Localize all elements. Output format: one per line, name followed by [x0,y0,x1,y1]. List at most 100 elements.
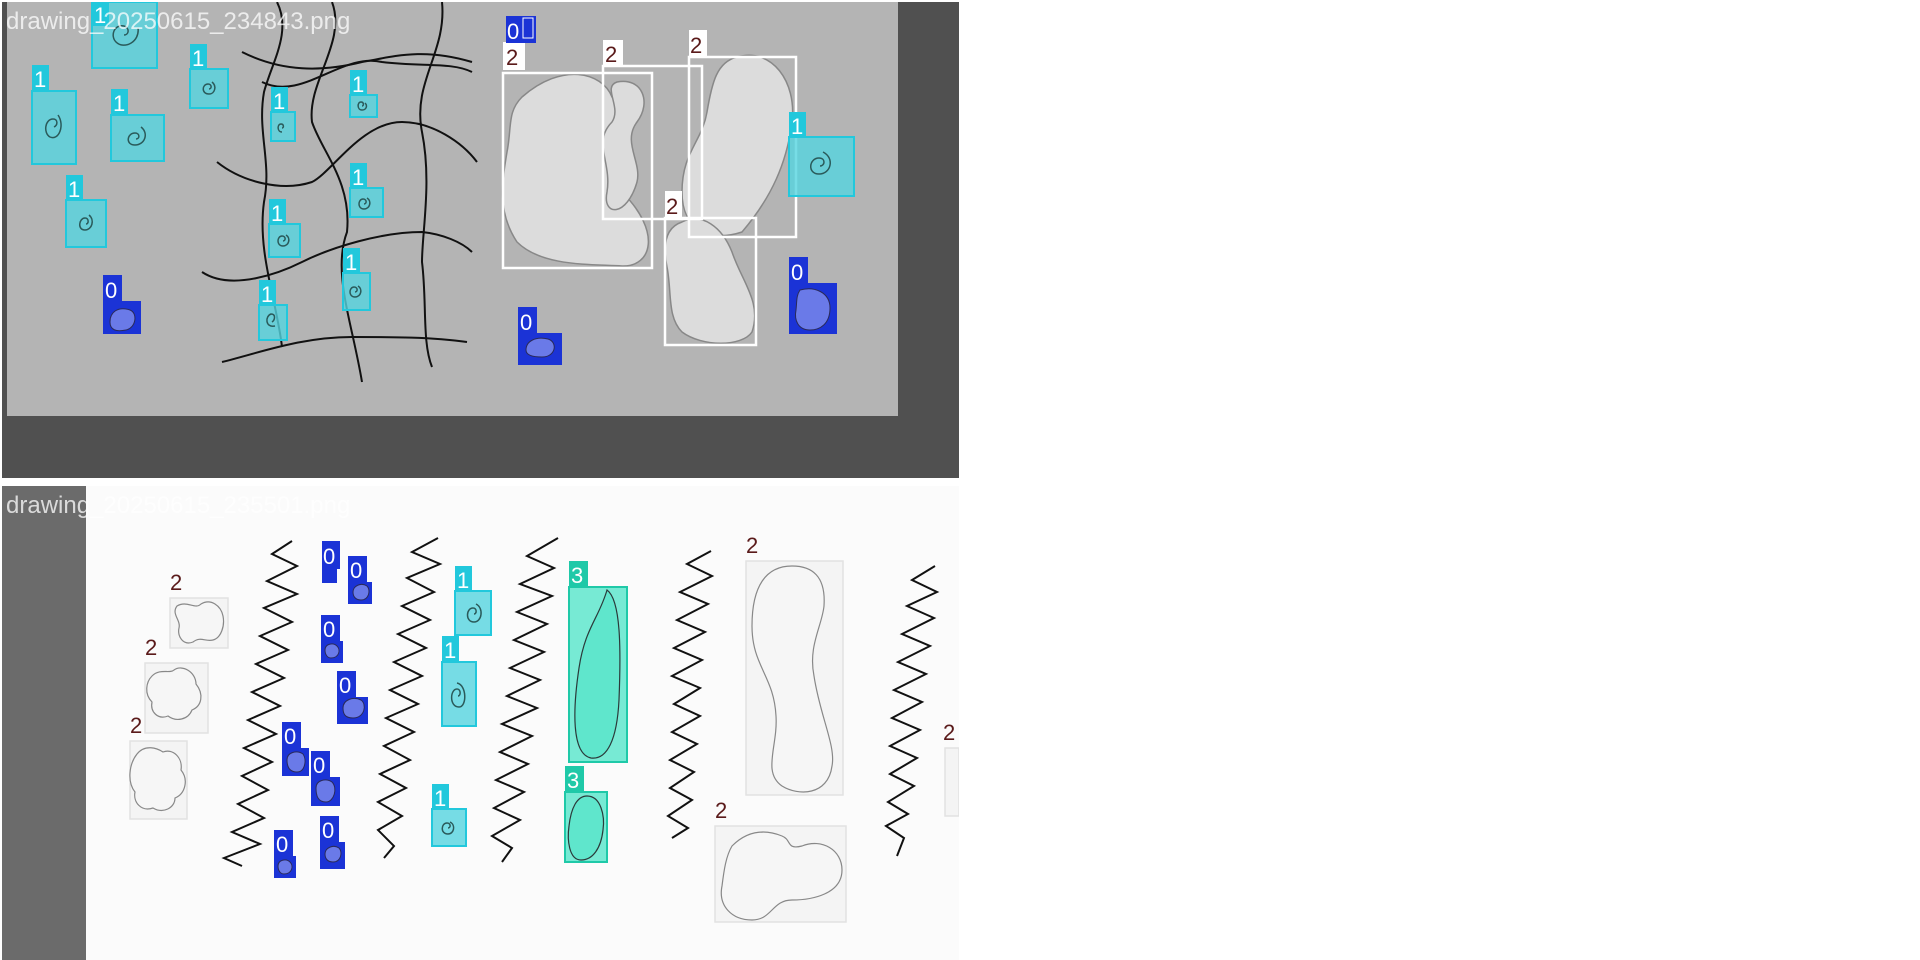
detection: 1 [431,784,467,847]
svg-text:2: 2 [145,635,157,660]
detections-overlay-1: 2 2 2 2 1 1 1 1 1 1 1 1 1 1 1 1 [31,2,855,383]
pen-stroke [490,537,559,863]
svg-text:2: 2 [130,713,142,738]
detection: 2 [943,720,959,817]
detection: 1 [349,163,384,218]
svg-text:1: 1 [345,250,357,275]
detection: 1 [258,280,288,341]
detection: 2 [714,798,847,923]
detection: 1 [441,636,477,727]
detection: 1 [110,89,165,162]
label-tag [603,40,623,66]
class-1-detections: 1 1 1 1 1 1 1 1 1 1 1 1 [31,2,855,341]
class-label: 2 [666,194,678,219]
bbox-class-2 [601,64,704,221]
panel-divider [2,478,959,486]
svg-text:0: 0 [323,544,335,569]
svg-text:0: 0 [284,724,296,749]
svg-text:0: 0 [276,832,288,857]
svg-text:1: 1 [261,282,273,307]
blob-shape [681,54,794,237]
detection: 0 [103,275,141,334]
detection: 0 [311,751,340,806]
detection: 1 [342,248,371,311]
svg-text:2: 2 [746,533,758,558]
detection: 1 [788,112,855,197]
detection: 2 [144,635,209,734]
svg-text:1: 1 [271,201,283,226]
svg-text:1: 1 [94,3,106,28]
label-tag [689,30,707,57]
pen-stroke [221,540,300,867]
pen-stroke [221,335,468,363]
detection: 0 [337,671,368,724]
blob-shape [664,218,756,344]
detection: 1 [91,2,158,69]
detection: 1 [454,566,492,636]
detection: 0 [506,16,536,44]
detection: 3 [568,561,628,763]
panel-title: drawing_20250615_235501.png [6,492,351,519]
svg-text:3: 3 [567,768,579,793]
label-tag [665,191,682,218]
detection: 0 [320,816,345,869]
detection: 1 [31,65,77,165]
class-label: 2 [605,42,617,67]
pen-strokes [221,537,940,867]
svg-text:0: 0 [791,260,803,285]
bbox-class-2 [663,216,758,347]
class-0-detections: 0 0 0 0 [103,16,837,365]
pen-stroke [241,51,473,70]
detection: 0 [518,307,562,365]
class-2-detections: 2 2 2 2 2 2 [129,533,959,923]
svg-text:1: 1 [791,114,803,139]
svg-text:2: 2 [943,720,955,745]
result-panel-2: drawing_20250615_235501.png 2 2 2 2 2 2 … [2,486,959,960]
bbox-class-2 [501,71,654,270]
svg-text:0: 0 [520,310,532,335]
panel-title: drawing_20250615_234843.png [6,8,351,35]
svg-text:2: 2 [170,570,182,595]
svg-text:1: 1 [68,177,80,202]
blob-shape [602,80,645,211]
detection: 2 [129,713,188,820]
pen-stroke [884,565,940,857]
svg-text:0: 0 [105,278,117,303]
svg-text:1: 1 [352,72,364,97]
svg-text:1: 1 [192,46,204,71]
svg-text:0: 0 [507,19,519,44]
svg-text:0: 0 [322,818,334,843]
svg-text:3: 3 [571,563,583,588]
result-panel-1: drawing_20250615_234843.png 2 2 [2,2,959,478]
class-1-detections: 1 1 1 [431,566,492,847]
svg-text:1: 1 [444,638,456,663]
svg-text:1: 1 [113,91,125,116]
detection: 0 [789,257,837,334]
svg-text:2: 2 [715,798,727,823]
svg-text:1: 1 [34,67,46,92]
svg-text:1: 1 [457,568,469,593]
pen-stroke [419,2,444,368]
pen-stroke [261,59,473,88]
pen-stroke [375,537,443,859]
detection: 0 [348,556,372,604]
svg-text:0: 0 [339,673,351,698]
svg-text:0: 0 [313,753,325,778]
detection: 2 [169,570,229,649]
detection: 0 [322,541,340,583]
svg-text:0: 0 [350,558,362,583]
detection: 1 [349,70,378,118]
detection: 0 [274,830,296,878]
class-0-detections: 0 0 0 0 0 0 0 0 [274,541,372,878]
pen-stroke [201,230,473,282]
svg-text:1: 1 [352,165,364,190]
pen-strokes [201,2,478,383]
svg-text:1: 1 [273,89,285,114]
class-2-detections: 2 2 2 2 [501,30,798,347]
pen-stroke [216,120,478,187]
detection: 1 [65,175,107,248]
class-label: 2 [690,33,702,58]
class-3-detections: 3 3 [564,561,628,863]
detection: 0 [282,722,309,776]
detection: 1 [189,44,229,109]
